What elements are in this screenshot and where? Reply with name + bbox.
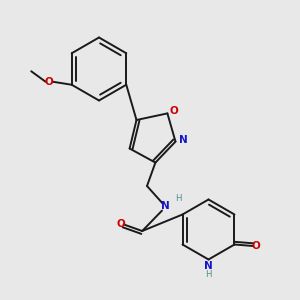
Text: N: N	[178, 135, 188, 146]
Text: H: H	[205, 270, 212, 279]
Text: O: O	[45, 77, 54, 87]
Text: O: O	[116, 219, 125, 230]
Text: H: H	[175, 194, 181, 203]
Text: O: O	[252, 241, 260, 251]
Text: N: N	[161, 201, 170, 212]
Text: O: O	[169, 106, 178, 116]
Text: N: N	[204, 261, 213, 271]
